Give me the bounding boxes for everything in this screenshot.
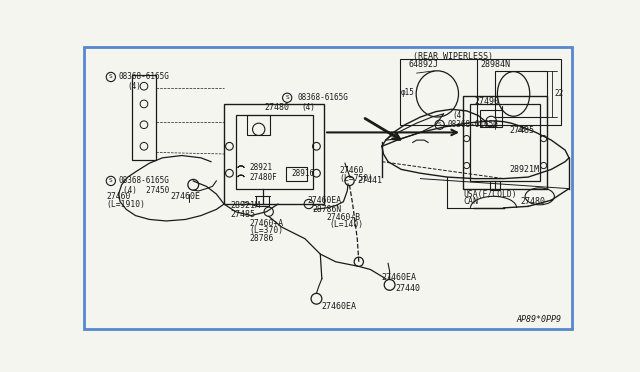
- Text: (L=750): (L=750): [340, 174, 374, 183]
- Text: 27460E: 27460E: [170, 192, 200, 201]
- Text: 28: 28: [516, 125, 526, 134]
- Text: (L=140): (L=140): [330, 220, 364, 229]
- Text: 28921M: 28921M: [230, 201, 260, 210]
- Text: 27460: 27460: [340, 166, 364, 176]
- Text: S: S: [109, 74, 113, 80]
- Text: 27480: 27480: [264, 103, 289, 112]
- Text: (4): (4): [128, 82, 141, 91]
- Text: S: S: [285, 95, 289, 100]
- Text: 08368-6165G: 08368-6165G: [118, 176, 170, 185]
- Bar: [399, 59, 561, 125]
- Text: 27485: 27485: [230, 209, 255, 218]
- Text: 28786N: 28786N: [312, 205, 342, 214]
- Bar: [470, 104, 540, 181]
- Text: 28921: 28921: [250, 163, 273, 172]
- Text: 08368-6165G: 08368-6165G: [118, 73, 170, 81]
- Text: 28984N: 28984N: [481, 60, 511, 69]
- Text: 27490: 27490: [474, 97, 499, 106]
- Text: (4): (4): [452, 111, 466, 120]
- Text: (L=370): (L=370): [250, 227, 284, 235]
- Text: 27480: 27480: [520, 197, 545, 206]
- Bar: [247, 115, 270, 135]
- Text: (REAR WIPERLESS): (REAR WIPERLESS): [413, 52, 493, 61]
- Text: 27480F: 27480F: [250, 173, 277, 182]
- Text: (4): (4): [302, 103, 316, 112]
- Text: 27440: 27440: [396, 284, 420, 293]
- Text: 08368-6165G: 08368-6165G: [447, 120, 498, 129]
- Text: 08368-6165G: 08368-6165G: [297, 93, 348, 102]
- Text: 27460+B: 27460+B: [326, 213, 360, 222]
- Bar: [481, 110, 502, 127]
- Bar: [495, 71, 547, 117]
- Text: 28916: 28916: [291, 170, 314, 179]
- Text: 28786: 28786: [250, 234, 274, 243]
- Bar: [236, 115, 312, 189]
- Text: 28921M: 28921M: [509, 165, 539, 174]
- Text: CAN: CAN: [463, 197, 479, 206]
- Text: S: S: [109, 179, 113, 183]
- Text: 22: 22: [554, 89, 564, 99]
- Bar: [224, 104, 324, 204]
- Text: 27460EA: 27460EA: [322, 302, 357, 311]
- Text: 27460+A: 27460+A: [250, 219, 284, 228]
- Text: 27485: 27485: [509, 126, 534, 135]
- Text: 27460EA: 27460EA: [307, 196, 341, 205]
- Text: 64892J: 64892J: [409, 60, 439, 69]
- Bar: [490, 181, 500, 190]
- Text: φ15: φ15: [401, 88, 414, 97]
- Bar: [257, 196, 269, 206]
- Text: (L=1910): (L=1910): [106, 199, 145, 209]
- Text: (4)  27450: (4) 27450: [123, 186, 170, 195]
- Text: USA(F/COLD): USA(F/COLD): [463, 189, 517, 199]
- Text: 27460EA: 27460EA: [382, 273, 417, 282]
- Text: 27460: 27460: [106, 192, 131, 201]
- Bar: [132, 76, 156, 160]
- Bar: [463, 96, 547, 189]
- Text: 27441: 27441: [357, 176, 382, 185]
- Text: S: S: [438, 122, 442, 127]
- Bar: [285, 167, 307, 181]
- Text: AP89*0PP9: AP89*0PP9: [516, 315, 562, 324]
